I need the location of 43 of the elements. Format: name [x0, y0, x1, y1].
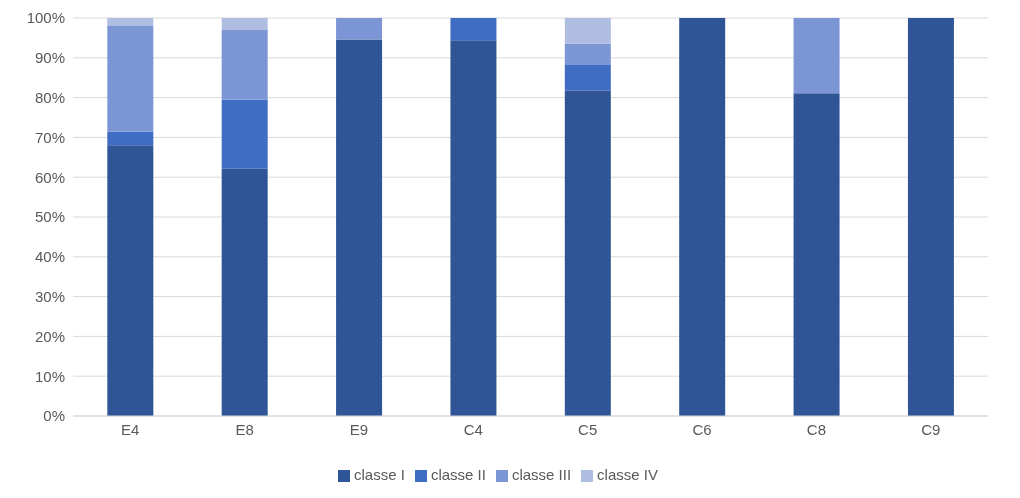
bar: [221, 99, 268, 169]
bar: [564, 64, 611, 91]
bar: [107, 145, 154, 416]
x-tick-label: C8: [806, 420, 827, 438]
bar: [107, 25, 154, 132]
bar: [793, 93, 840, 416]
bar: [107, 18, 154, 26]
bar: [564, 90, 611, 416]
bar: [793, 18, 840, 94]
y-tick-label: 50%: [34, 208, 65, 226]
y-tick-label: 80%: [34, 88, 65, 106]
y-tick-label: 0%: [43, 407, 65, 425]
y-tick-label: 60%: [34, 168, 65, 186]
x-tick-label: C9: [921, 420, 941, 438]
x-tick-label: C6: [692, 420, 712, 438]
bar: [221, 29, 268, 100]
bar: [221, 168, 268, 416]
legend-label: classe III: [511, 466, 572, 483]
x-tick-label: E9: [349, 420, 369, 438]
y-tick-label: 40%: [34, 248, 65, 266]
x-tick-label: E8: [235, 420, 254, 438]
y-tick-label: 90%: [34, 49, 65, 67]
bar: [450, 18, 497, 41]
bar: [450, 40, 497, 416]
x-tick-label: E4: [121, 420, 140, 438]
legend-label: classe I: [354, 466, 405, 483]
y-tick-label: 70%: [34, 128, 65, 146]
bar: [679, 18, 726, 416]
x-tick-label: C4: [463, 420, 483, 438]
x-tick-label: C5: [578, 420, 598, 438]
legend-label: classe II: [430, 466, 486, 483]
bar: [907, 18, 954, 416]
y-tick-label: 100%: [26, 9, 65, 27]
bar: [221, 18, 268, 30]
bar: [336, 39, 383, 416]
y-tick-label: 20%: [34, 327, 65, 345]
bar: [564, 43, 611, 65]
y-tick-label: 10%: [34, 367, 65, 385]
bar: [564, 18, 611, 44]
legend-label: classe IV: [597, 466, 658, 483]
bar: [107, 131, 154, 146]
bar: [336, 18, 383, 40]
y-tick-label: 30%: [34, 287, 65, 305]
